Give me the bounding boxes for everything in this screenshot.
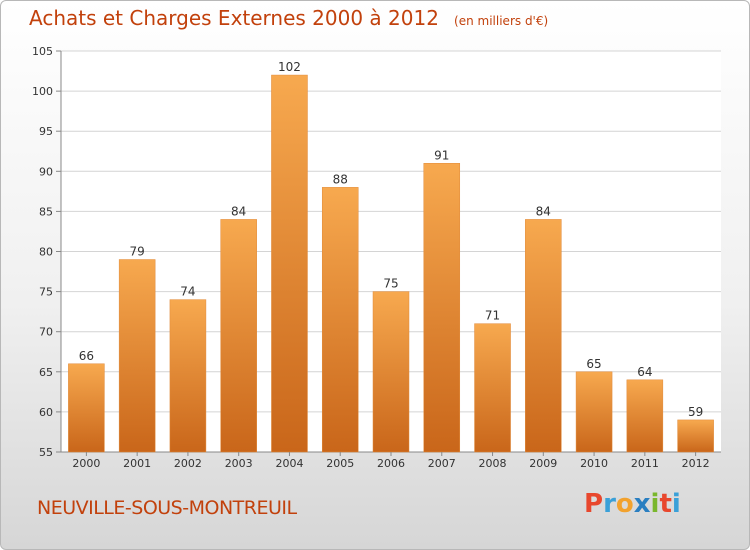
y-tick-label: 85 bbox=[39, 205, 53, 218]
y-tick-label: 90 bbox=[39, 165, 53, 178]
x-tick-label: 2011 bbox=[631, 457, 659, 470]
y-tick-label: 80 bbox=[39, 246, 53, 259]
bar bbox=[677, 419, 714, 453]
bar bbox=[575, 371, 613, 453]
logo-letter: x bbox=[633, 489, 651, 519]
bar bbox=[68, 363, 105, 453]
bar-value-label: 74 bbox=[180, 285, 195, 299]
location-name: NEUVILLE-SOUS-MONTREUIL bbox=[37, 497, 297, 519]
bar-value-label: 71 bbox=[485, 309, 500, 323]
bar-value-label: 84 bbox=[231, 204, 246, 218]
x-tick-label: 2000 bbox=[72, 457, 100, 470]
x-tick-label: 2003 bbox=[225, 457, 253, 470]
bar bbox=[169, 299, 207, 453]
bar-value-label: 88 bbox=[333, 172, 348, 186]
x-tick-label: 2001 bbox=[123, 457, 151, 470]
bar bbox=[321, 187, 359, 453]
bar bbox=[118, 259, 156, 453]
logo-letter: r bbox=[603, 489, 616, 519]
y-tick-label: 65 bbox=[39, 366, 53, 379]
logo-letter: o bbox=[615, 489, 634, 519]
x-tick-label: 2010 bbox=[580, 457, 608, 470]
bar bbox=[372, 291, 410, 453]
bar bbox=[423, 163, 461, 453]
bar bbox=[626, 379, 664, 453]
bar bbox=[474, 323, 511, 453]
x-tick-label: 2005 bbox=[326, 457, 354, 470]
bar-value-label: 75 bbox=[383, 277, 398, 291]
x-tick-label: 2004 bbox=[275, 457, 303, 470]
bar-value-label: 64 bbox=[637, 365, 652, 379]
logo-letter: P bbox=[584, 489, 604, 519]
bar-value-label: 79 bbox=[130, 245, 145, 259]
y-tick-label: 95 bbox=[39, 125, 53, 138]
y-tick-label: 70 bbox=[39, 326, 53, 339]
chart-title: Achats et Charges Externes 2000 à 2012 bbox=[29, 6, 439, 30]
x-tick-label: 2009 bbox=[529, 457, 557, 470]
bar-value-label: 66 bbox=[79, 349, 94, 363]
x-tick-label: 2006 bbox=[377, 457, 405, 470]
bar-value-label: 65 bbox=[586, 357, 601, 371]
bar bbox=[271, 74, 308, 453]
x-tick-label: 2002 bbox=[174, 457, 202, 470]
chart-unit-note: (en milliers d'€) bbox=[454, 14, 549, 28]
logo-letter: i bbox=[671, 489, 681, 519]
y-tick-label: 55 bbox=[39, 446, 53, 459]
y-tick-label: 100 bbox=[32, 85, 53, 98]
proxiti-logo: Proxiti bbox=[584, 489, 681, 519]
x-tick-label: 2012 bbox=[682, 457, 710, 470]
logo-letter: t bbox=[659, 489, 672, 519]
bar bbox=[220, 219, 257, 453]
x-tick-label: 2007 bbox=[428, 457, 456, 470]
title-row: Achats et Charges Externes 2000 à 2012 (… bbox=[29, 6, 548, 30]
bar-value-label: 91 bbox=[434, 148, 449, 162]
y-tick-label: 75 bbox=[39, 286, 53, 299]
bar-value-label: 84 bbox=[536, 204, 551, 218]
logo-letter: i bbox=[650, 489, 660, 519]
bar-value-label: 102 bbox=[278, 60, 301, 74]
y-tick-label: 60 bbox=[39, 406, 53, 419]
y-tick-label: 105 bbox=[32, 45, 53, 58]
x-tick-label: 2008 bbox=[479, 457, 507, 470]
bar-value-label: 59 bbox=[688, 405, 703, 419]
bar bbox=[525, 219, 562, 453]
